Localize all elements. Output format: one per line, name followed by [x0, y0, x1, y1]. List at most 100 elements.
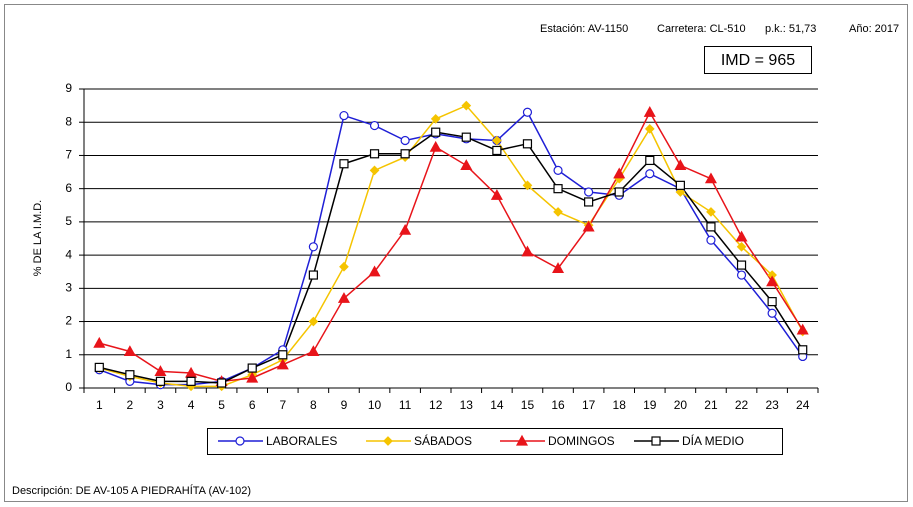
- x-tick-label: 2: [127, 398, 134, 412]
- marker: [492, 135, 502, 146]
- x-tick-label: 24: [796, 398, 810, 412]
- x-tick-label: 23: [765, 398, 779, 412]
- x-tick-label: 4: [188, 398, 195, 412]
- marker: [490, 189, 503, 200]
- y-tick-label: 0: [65, 380, 72, 394]
- marker: [553, 165, 563, 175]
- y-axis-label: % DE LA I.M.D.: [32, 200, 44, 276]
- marker: [339, 110, 349, 121]
- marker: [736, 241, 747, 252]
- marker: [429, 140, 442, 152]
- marker: [735, 230, 748, 242]
- marker: [461, 132, 471, 142]
- x-tick-label: 14: [490, 398, 504, 412]
- y-tick-label: 7: [65, 148, 72, 162]
- marker: [278, 350, 288, 360]
- marker: [522, 107, 533, 117]
- marker: [706, 207, 716, 217]
- marker: [399, 223, 412, 235]
- header-text: p.k.: 51,73: [765, 23, 816, 35]
- marker: [217, 378, 227, 388]
- y-tick-label: 9: [65, 81, 72, 95]
- marker: [431, 127, 441, 137]
- x-tick-label: 9: [341, 398, 348, 412]
- marker: [247, 363, 257, 373]
- x-tick-label: 18: [613, 398, 627, 412]
- marker: [339, 159, 349, 169]
- header-text: Año: 2017: [849, 23, 899, 35]
- x-tick-label: 20: [674, 398, 688, 412]
- header-text: Estación: AV-1150: [540, 23, 628, 35]
- x-tick-label: 15: [521, 398, 535, 412]
- marker: [125, 370, 135, 380]
- marker: [706, 235, 716, 245]
- marker: [613, 167, 626, 179]
- y-tick-label: 8: [65, 114, 72, 128]
- marker: [675, 180, 685, 190]
- marker: [645, 169, 655, 179]
- imd-box: [704, 46, 812, 74]
- y-tick-label: 6: [65, 181, 72, 195]
- marker: [796, 323, 809, 335]
- series-line: [99, 104, 804, 388]
- marker: [94, 362, 104, 373]
- marker: [93, 336, 106, 348]
- x-tick-label: 7: [279, 398, 286, 412]
- marker: [614, 187, 624, 197]
- series-line: [99, 110, 804, 383]
- legend-marker: [383, 436, 393, 446]
- marker: [584, 187, 594, 197]
- marker: [461, 100, 472, 111]
- marker: [522, 139, 533, 149]
- marker: [522, 180, 533, 191]
- y-tick-label: 4: [65, 247, 72, 261]
- x-tick-label: 11: [399, 398, 412, 412]
- marker: [582, 220, 595, 232]
- marker: [155, 376, 166, 386]
- marker: [767, 297, 777, 307]
- x-tick-label: 6: [249, 398, 256, 412]
- marker: [706, 222, 716, 232]
- legend-marker: [651, 436, 661, 446]
- marker: [492, 145, 502, 156]
- marker: [766, 275, 779, 287]
- marker: [674, 159, 687, 171]
- legend-label: DOMINGOS: [548, 434, 615, 448]
- marker: [552, 262, 565, 273]
- x-tick-label: 13: [460, 398, 474, 412]
- y-tick-label: 1: [65, 347, 72, 361]
- marker: [369, 120, 380, 131]
- marker: [736, 260, 747, 270]
- marker: [798, 345, 808, 355]
- marker: [369, 149, 380, 159]
- x-tick-label: 3: [157, 398, 164, 412]
- series-line: [99, 111, 804, 386]
- marker: [308, 316, 319, 327]
- legend: [207, 428, 783, 455]
- frame: [4, 4, 908, 502]
- legend-marker: [515, 434, 529, 446]
- legend-label: DÍA MEDIO: [682, 433, 744, 448]
- marker: [337, 292, 350, 303]
- marker: [521, 245, 534, 257]
- y-tick-label: 5: [65, 214, 72, 228]
- footer: Descripción: DE AV-105 A PIEDRAHÍTA (AV-…: [12, 484, 251, 497]
- x-tick-label: 22: [735, 398, 749, 412]
- x-tick-label: 1: [96, 398, 103, 412]
- marker: [643, 106, 656, 117]
- y-tick-label: 2: [65, 314, 72, 328]
- marker: [308, 270, 318, 280]
- marker: [400, 135, 410, 146]
- marker: [767, 308, 777, 318]
- marker: [736, 270, 747, 280]
- y-tick-label: 3: [65, 281, 72, 295]
- imd: IMD = 965: [721, 52, 795, 69]
- marker: [276, 358, 289, 370]
- marker: [368, 265, 381, 277]
- marker: [645, 155, 655, 166]
- marker: [675, 187, 686, 197]
- series-line: [99, 131, 804, 384]
- legend-label: SÁBADOS: [414, 433, 472, 448]
- marker: [307, 345, 320, 357]
